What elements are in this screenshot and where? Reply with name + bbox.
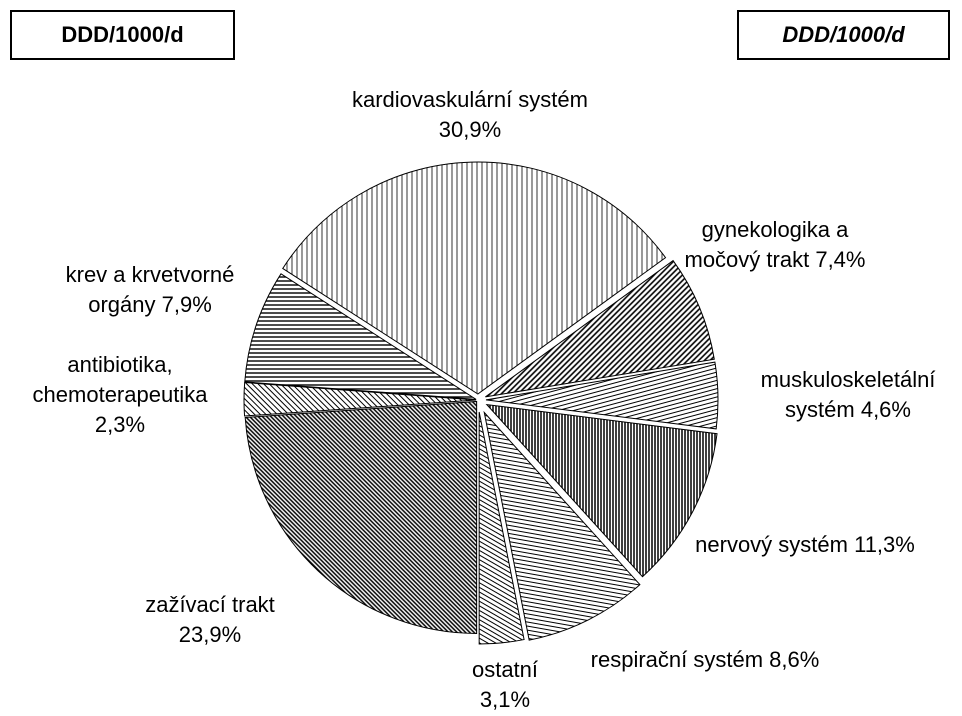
slice-label: krev a krvetvorné orgány 7,9% — [35, 260, 265, 320]
slice-label: gynekologika a močový trakt 7,4% — [675, 215, 875, 275]
value-label: 8,6% — [769, 647, 820, 672]
pie-slice — [478, 411, 525, 645]
slice-label: respirační systém 8,6% — [590, 645, 820, 675]
slice-label: muskuloskeletální systém 4,6% — [733, 365, 962, 425]
pie-slice — [483, 410, 641, 641]
category-name: kardiovaskulární systém — [352, 87, 588, 112]
slice-label: ostatní 3,1% — [445, 655, 565, 715]
category-name: muskuloskeletální systém — [760, 367, 936, 422]
pie-slice — [485, 259, 715, 398]
header-right: DDD/1000/d — [737, 10, 950, 60]
value-label: 11,3% — [854, 532, 915, 557]
pie-slice — [244, 400, 478, 634]
value-label: 2,3% — [94, 412, 146, 437]
value-label: 23,9% — [178, 622, 242, 647]
slice-label: zažívací trakt 23,9% — [115, 590, 305, 650]
category-name: antibiotika, chemoterapeutika — [32, 352, 208, 407]
slice-label: antibiotika, chemoterapeutika 2,3% — [5, 350, 235, 440]
pie-slice — [244, 273, 477, 400]
value-label: 4,6% — [860, 397, 911, 422]
value-label: 3,1% — [479, 687, 531, 712]
pie-slice — [243, 381, 477, 417]
slice-label: nervový systém 11,3% — [695, 530, 915, 560]
pie-slice — [282, 161, 667, 395]
pie-slice — [485, 403, 718, 578]
category-name: respirační systém — [590, 647, 764, 672]
pie-slice — [485, 361, 719, 430]
value-label: 7,4% — [815, 247, 866, 272]
category-name: zažívací trakt — [145, 592, 275, 617]
category-name: nervový systém — [695, 532, 848, 557]
category-name: krev a krvetvorné orgány — [65, 262, 235, 317]
value-label: 7,9% — [161, 292, 212, 317]
category-name: ostatní — [471, 657, 539, 682]
header-left: DDD/1000/d — [10, 10, 235, 60]
category-name: gynekologika a močový trakt — [684, 217, 849, 272]
value-label: 30,9% — [438, 117, 502, 142]
slice-label: kardiovaskulární systém 30,9% — [350, 85, 590, 145]
